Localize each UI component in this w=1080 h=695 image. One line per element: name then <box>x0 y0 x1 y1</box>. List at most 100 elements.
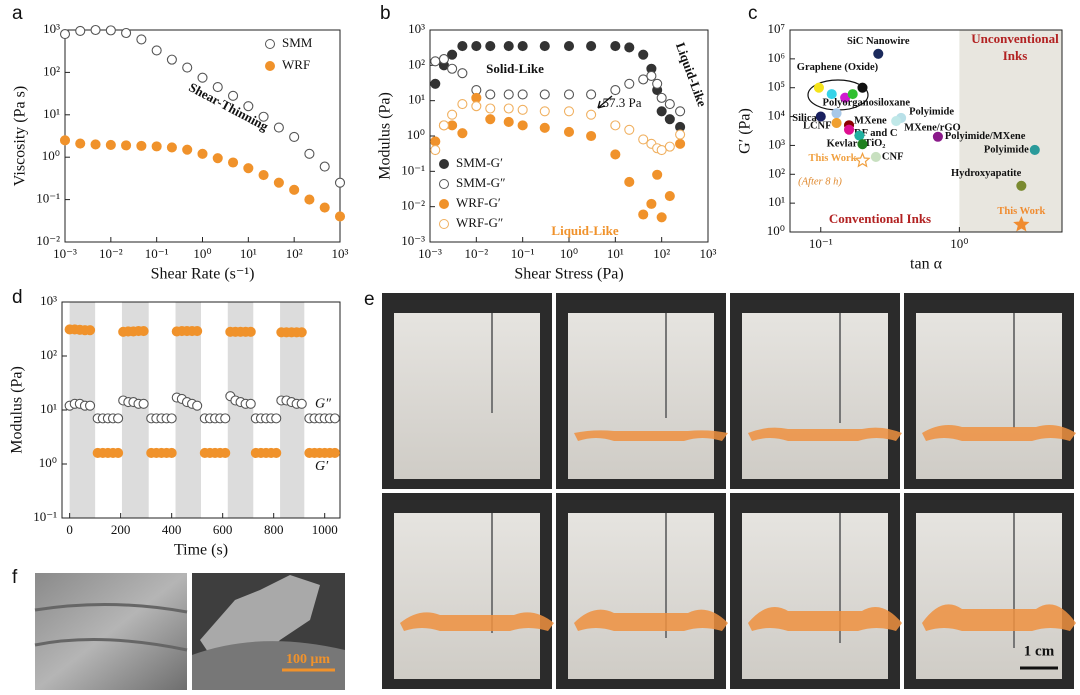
printed-ink <box>748 427 902 441</box>
data-point <box>105 25 116 36</box>
x-tick-label: 10² <box>653 246 670 261</box>
data-point <box>75 25 86 36</box>
series-label: G′ <box>315 459 329 474</box>
y-tick-label: 10³ <box>43 21 60 36</box>
data-point <box>334 211 346 222</box>
legend-marker <box>439 219 449 229</box>
data-point <box>471 41 482 52</box>
data-point <box>485 41 496 52</box>
data-point <box>329 413 340 424</box>
data-point <box>457 41 468 52</box>
printed-ink <box>400 612 554 631</box>
panel-label: a <box>12 3 23 24</box>
data-point <box>85 400 96 411</box>
annotation: Inks <box>1003 48 1028 63</box>
data-point <box>517 41 528 52</box>
data-point <box>59 29 71 40</box>
data-point <box>656 212 667 223</box>
y-tick-label: 10⁻² <box>36 233 60 248</box>
gel <box>394 513 540 679</box>
data-point <box>664 99 675 110</box>
data-point <box>113 413 124 424</box>
data-point <box>258 169 269 181</box>
scale-bar-label: 100 μm <box>286 652 330 667</box>
point-label: MXene <box>854 116 887 127</box>
data-point <box>245 326 256 337</box>
data-point <box>517 120 528 131</box>
data-point <box>857 139 868 150</box>
x-tick-label: 0 <box>66 522 73 537</box>
data-point <box>192 325 203 337</box>
data-point <box>273 122 284 133</box>
x-axis-label: Shear Stress (Pa) <box>514 266 623 283</box>
data-point <box>517 89 528 100</box>
point-label: CNF <box>882 151 904 162</box>
y-tick-label: 10³ <box>40 293 57 308</box>
data-point <box>563 89 575 100</box>
data-point <box>873 48 884 59</box>
gel <box>916 513 1062 679</box>
data-point <box>1029 144 1040 155</box>
data-point <box>831 108 842 119</box>
data-point <box>90 24 101 36</box>
data-point <box>319 202 330 213</box>
point-label: LCNF <box>803 120 832 131</box>
point-label: Kevlar <box>827 139 858 150</box>
panel-label: f <box>12 567 18 588</box>
panel-label: c <box>748 3 758 24</box>
data-point <box>430 56 441 67</box>
y-axis-label: G′ (Pa) <box>737 108 754 154</box>
data-point <box>105 139 116 150</box>
annotation: Liquid-Like <box>551 223 618 238</box>
data-point <box>675 129 686 140</box>
printed-ink <box>922 425 1076 441</box>
data-point <box>675 138 686 149</box>
y-tick-label: 10⁵ <box>767 79 785 94</box>
data-point <box>182 144 193 155</box>
data-point <box>664 114 675 125</box>
data-point <box>319 161 330 172</box>
data-point <box>447 63 458 74</box>
legend-label: SMM <box>282 35 313 50</box>
gel <box>742 513 888 679</box>
data-point <box>192 400 203 411</box>
data-point <box>258 111 269 122</box>
x-tick-label: 10⁻² <box>464 246 488 261</box>
data-point <box>652 78 663 89</box>
shaded-region <box>121 302 149 518</box>
legend-marker <box>439 179 449 189</box>
data-point <box>932 131 943 142</box>
x-tick-label: 10⁻¹ <box>145 246 169 261</box>
data-point <box>815 111 826 122</box>
data-point <box>220 413 231 424</box>
data-point <box>457 68 468 79</box>
point-label: Hydroxyapatite <box>951 168 1022 179</box>
x-tick-label: 200 <box>111 522 131 537</box>
y-axis-label: Modulus (Pa) <box>9 366 26 454</box>
legend-label: WRF <box>282 57 310 72</box>
gel <box>394 313 540 479</box>
annotation: Unconventional <box>971 31 1059 46</box>
data-point <box>813 82 824 93</box>
data-point <box>675 106 686 117</box>
sem-texture <box>34 602 188 652</box>
y-tick-label: 10⁻¹ <box>401 162 425 177</box>
x-tick-label: 600 <box>213 522 233 537</box>
sem-texture <box>192 641 345 690</box>
x-tick-label: 10⁻¹ <box>809 236 833 251</box>
data-point <box>151 45 162 56</box>
data-point <box>586 130 597 142</box>
point-label: This Work <box>809 153 857 164</box>
data-point <box>273 177 284 188</box>
data-point <box>563 106 575 117</box>
y-tick-label: 10¹ <box>408 92 425 107</box>
data-point <box>539 122 550 133</box>
data-point <box>485 103 496 114</box>
x-tick-label: 10⁻² <box>99 246 123 261</box>
y-tick-label: 10² <box>408 56 425 71</box>
point-label: TiO₂ <box>864 138 885 149</box>
annotation: 57.3 Pa <box>603 95 642 110</box>
y-tick-label: 10² <box>40 347 57 362</box>
data-point <box>646 198 657 209</box>
data-point <box>847 89 858 100</box>
